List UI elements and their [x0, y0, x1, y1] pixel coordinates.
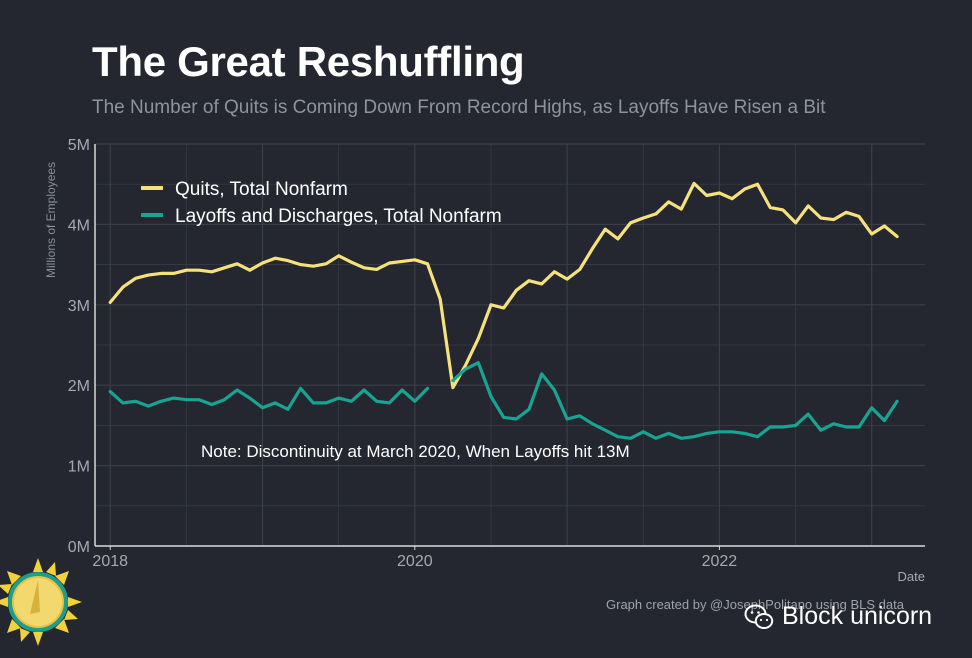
watermark-text: Block unicorn	[782, 602, 933, 630]
y-tick-label: 5M	[68, 137, 90, 154]
legend-label: Layoffs and Discharges, Total Nonfarm	[175, 206, 502, 227]
y-tick-label: 3M	[68, 298, 90, 315]
annotations: Note: Discontinuity at March 2020, When …	[201, 442, 630, 461]
x-axis-label: Date	[898, 569, 925, 584]
series-quits	[108, 181, 899, 390]
grid-lines	[95, 143, 925, 547]
x-tick-label: 2022	[702, 553, 738, 570]
legend: Quits, Total Nonfarm Layoffs and Discharg…	[141, 179, 502, 227]
chart-subtitle: The Number of Quits is Coming Down From …	[92, 97, 826, 118]
y-tick-label: 1M	[68, 459, 90, 476]
legend-label: Quits, Total Nonfarm	[175, 179, 348, 200]
axes	[94, 144, 925, 547]
x-tick-label: 2018	[92, 553, 128, 570]
watermark: Block unicorn	[744, 602, 932, 631]
chart-title: The Great Reshuffling	[92, 38, 525, 85]
sun-logo-icon	[0, 558, 82, 646]
series-line	[108, 181, 899, 390]
series-line	[451, 361, 899, 440]
y-tick-label: 0M	[68, 539, 90, 556]
x-tick-label: 2020	[397, 553, 433, 570]
series-line	[108, 386, 430, 411]
data-series	[108, 181, 899, 440]
tick-labels: 0M 1M 2M 3M 4M 5M 2018 2020 2022 Date	[68, 137, 925, 584]
y-tick-label: 4M	[68, 217, 90, 234]
annotation-note: Note: Discontinuity at March 2020, When …	[201, 442, 630, 461]
wechat-icon	[744, 603, 774, 631]
y-tick-label: 2M	[68, 378, 90, 395]
series-layoffs	[108, 361, 899, 440]
